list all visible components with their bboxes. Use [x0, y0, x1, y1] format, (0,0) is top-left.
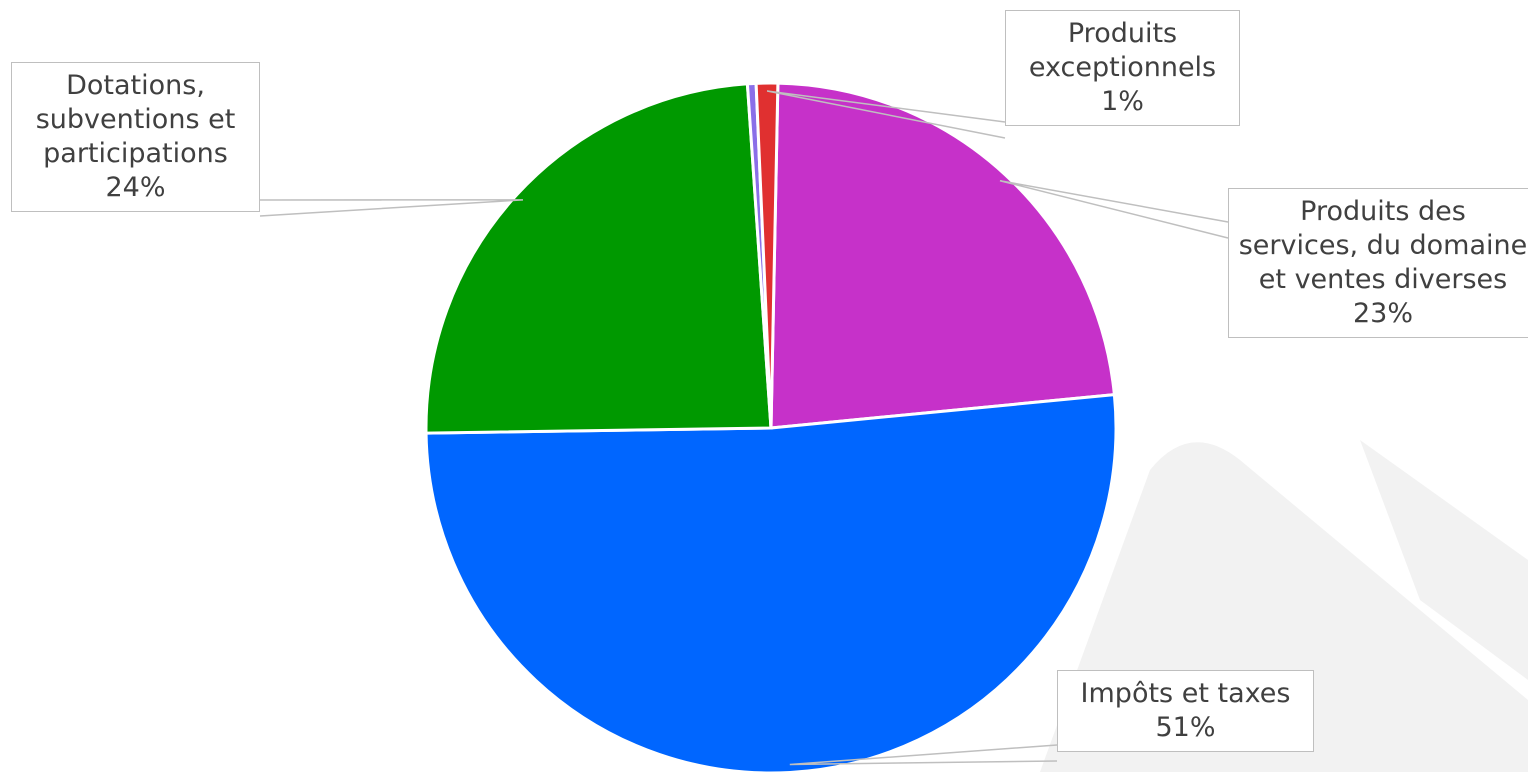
category-label: Produits exceptionnels [1028, 18, 1217, 83]
category-label: Produits des services, du domaine et ven… [1238, 196, 1528, 295]
data-label: Impôts et taxes 51% [1057, 670, 1314, 752]
pie-slice [769, 81, 1117, 430]
leader-line [259, 199, 524, 217]
data-label: Produits exceptionnels 1% [1005, 10, 1240, 126]
value-label: 23% [1352, 298, 1413, 329]
data-label: Dotations, subventions et participations… [11, 62, 260, 212]
leader-line [999, 179, 1229, 239]
category-label: Impôts et taxes [1080, 678, 1291, 709]
value-label: 51% [1155, 712, 1216, 743]
data-label: Produits des services, du domaine et ven… [1228, 188, 1528, 338]
value-label: 24% [105, 172, 166, 203]
leader-line [766, 90, 1006, 139]
pie-slice [754, 81, 780, 429]
leader-line [789, 744, 1058, 766]
category-label: Dotations, subventions et participations [35, 70, 236, 169]
pie-slice [424, 392, 1118, 772]
pie-slice [424, 82, 773, 435]
value-label: 1% [1101, 86, 1144, 117]
